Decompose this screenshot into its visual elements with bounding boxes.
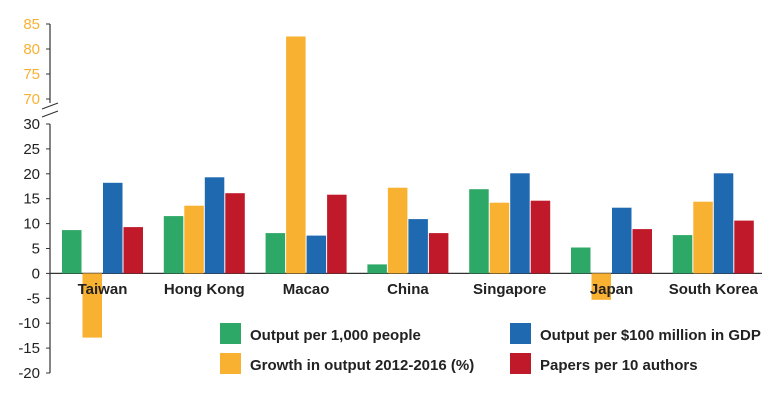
bar [672,235,693,274]
legend: Output per 1,000 people Growth in output … [220,323,761,374]
category-labels: Taiwan Hong Kong Macao China Singapore Japan S… [78,281,759,298]
y-tick-label: 30 [23,116,40,133]
bar [62,230,82,274]
y-tick-label: 10 [23,216,40,233]
y-tick-label: 20 [23,166,40,183]
bar [489,202,510,274]
legend-swatch [220,353,241,374]
y-tick-label: 25 [23,141,40,158]
y-tick-label: -15 [18,340,40,357]
bar [123,227,143,274]
legend-swatch [220,323,241,344]
legend-item: Output per $100 million in GDP [510,323,761,344]
legend-label: Growth in output 2012-2016 (%) [250,357,474,374]
bar [408,219,428,274]
bar [571,247,591,274]
bar [469,189,489,274]
bar [591,273,611,300]
legend-label: Output per 1,000 people [250,327,421,344]
legend-item: Papers per 10 authors [510,353,698,374]
category-label: Macao [283,281,330,298]
y-tick-label: 5 [32,241,40,258]
category-label: South Korea [669,281,759,298]
bar [693,201,713,274]
bar [306,235,327,274]
bar [612,207,632,274]
y-tick-label: -10 [18,315,40,332]
y-tick-label: -5 [27,290,40,307]
bar [225,193,245,274]
y-tick-label: 15 [23,191,40,208]
bar [367,264,387,274]
legend-label: Output per $100 million in GDP [540,327,761,344]
legend-swatch [510,353,531,374]
bar [428,233,449,274]
y-tick-label: -20 [18,365,40,382]
category-label: Taiwan [78,281,128,298]
bar [734,220,754,274]
legend-swatch [510,323,531,344]
bar [204,177,225,274]
legend-item: Output per 1,000 people [220,323,421,344]
bar [327,194,347,274]
bar [286,36,306,274]
y-tick-label-upper: 80 [23,41,40,58]
legend-item: Growth in output 2012-2016 (%) [220,353,474,374]
y-axis: -20 -15 -10 -5 0 5 10 15 20 25 30 70 75 80 85 [18,16,762,382]
bar [713,173,734,274]
bars [62,36,754,338]
category-label: Singapore [473,281,546,298]
bar [387,187,408,274]
bar [530,200,551,274]
y-tick-label-upper: 85 [23,16,40,33]
category-label: Japan [590,281,633,298]
axis-break-mark [41,110,59,118]
category-label: China [387,281,429,298]
bar [184,205,204,274]
legend-label: Papers per 10 authors [540,357,698,374]
y-tick-label: 0 [32,265,40,282]
y-tick-label-upper: 75 [23,66,40,83]
bar [510,173,530,274]
axis-break-mark [41,102,59,110]
bar [632,229,652,274]
bar [103,182,123,274]
bar [163,216,184,274]
bar [82,273,102,338]
category-label: Hong Kong [164,281,245,298]
y-tick-label-upper: 70 [23,91,40,108]
bar [265,233,286,274]
